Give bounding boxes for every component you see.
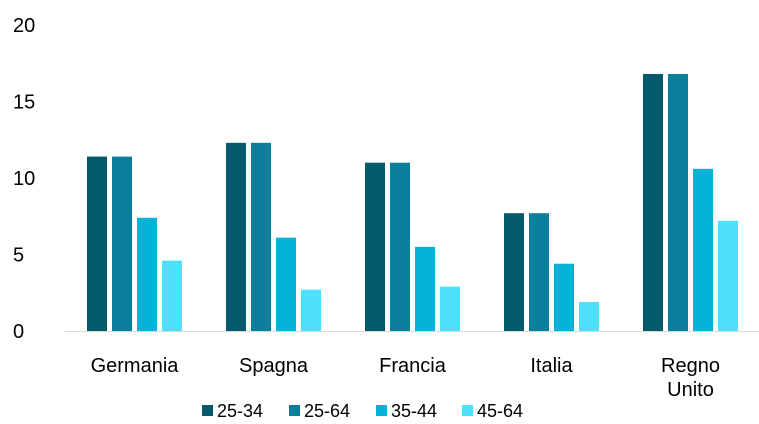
x-category-label: Germania bbox=[91, 355, 180, 377]
x-category-label: Regno bbox=[661, 355, 720, 377]
bar bbox=[251, 142, 271, 331]
bar bbox=[301, 289, 321, 331]
bar bbox=[365, 162, 385, 331]
legend-label: 25-34 bbox=[217, 401, 263, 421]
legend-swatch bbox=[202, 405, 213, 416]
bar bbox=[693, 168, 713, 331]
bar bbox=[137, 217, 157, 331]
bar bbox=[668, 73, 688, 332]
y-tick-label: 15 bbox=[13, 92, 35, 114]
bar bbox=[87, 156, 107, 331]
y-tick-label: 5 bbox=[13, 245, 24, 267]
y-axis-tick-labels: 0 5 10 15 20 bbox=[13, 15, 35, 343]
legend-swatch bbox=[289, 405, 300, 416]
bar bbox=[504, 213, 524, 331]
legend-swatch bbox=[462, 405, 473, 416]
bar bbox=[390, 162, 410, 331]
legend-label: 45-64 bbox=[477, 401, 523, 421]
y-tick-label: 10 bbox=[13, 168, 35, 190]
bar bbox=[529, 213, 549, 331]
x-category-label: Francia bbox=[379, 355, 447, 377]
bar bbox=[112, 156, 132, 331]
y-tick-label: 20 bbox=[13, 15, 35, 37]
bar bbox=[554, 263, 574, 331]
bar bbox=[276, 237, 296, 331]
bars bbox=[87, 73, 738, 332]
legend-label: 35-44 bbox=[391, 401, 437, 421]
x-category-label: Italia bbox=[530, 355, 573, 377]
x-category-label: Unito bbox=[667, 379, 714, 401]
legend-label: 25-64 bbox=[304, 401, 350, 421]
bar bbox=[415, 246, 435, 331]
bar bbox=[643, 73, 663, 332]
x-category-label: Spagna bbox=[239, 355, 309, 377]
y-tick-label: 0 bbox=[13, 321, 24, 343]
legend-swatch bbox=[376, 405, 387, 416]
bar bbox=[440, 286, 460, 331]
bar bbox=[718, 220, 738, 331]
legend: 25-34 25-64 35-44 45-64 bbox=[202, 401, 523, 421]
bar bbox=[579, 301, 599, 331]
bar bbox=[162, 260, 182, 331]
bar bbox=[226, 142, 246, 331]
